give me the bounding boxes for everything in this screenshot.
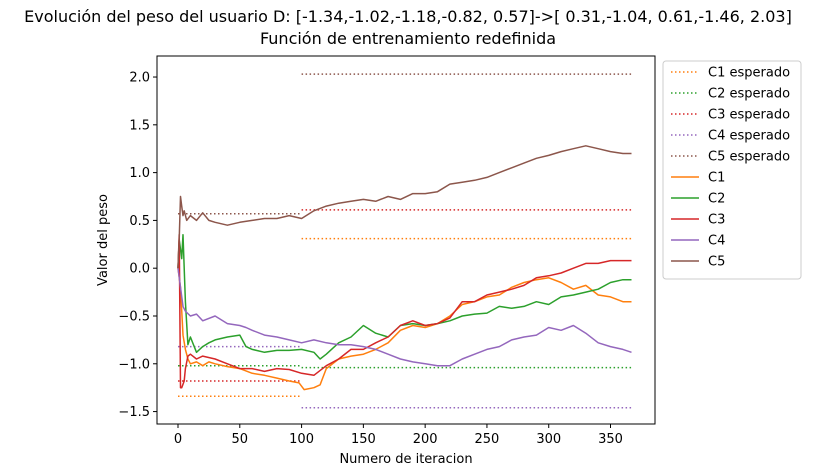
x-tick-label: 150 (351, 432, 376, 447)
y-tick-label: −0.5 (118, 309, 150, 324)
y-tick-label: 2.0 (129, 71, 150, 86)
chart-subtitle: Función de entrenamiento redefinida (260, 29, 556, 48)
chart-title: Evolución del peso del usuario D: [-1.34… (24, 7, 792, 26)
y-tick-label: −1.0 (118, 357, 150, 372)
plot-lines (177, 73, 632, 409)
legend-label: C4 (708, 234, 725, 249)
series-line-c4 (177, 268, 632, 367)
x-tick-label: 0 (174, 432, 182, 447)
plot-frame (156, 55, 656, 425)
x-axis: 0 50 100 150 200 250 300 350 (174, 424, 623, 447)
x-tick-label: 100 (289, 432, 314, 447)
series-line-c5 (177, 145, 632, 269)
legend-label: C4 esperado (708, 129, 790, 144)
series-line-c1 (177, 268, 632, 391)
legend-label: C3 esperado (708, 108, 790, 123)
legend-box (662, 60, 802, 280)
y-tick-label: 1.5 (129, 118, 150, 133)
legend-label: C2 (708, 192, 725, 207)
x-tick-label: 200 (413, 432, 438, 447)
x-tick-label: 50 (232, 432, 249, 447)
series-line-c2 (177, 233, 632, 360)
series-line-c3 (177, 233, 632, 389)
y-tick-label: 0.5 (129, 214, 150, 229)
legend-label: C5 (708, 255, 725, 270)
legend-label: C2 esperado (708, 87, 790, 102)
x-axis-label: Numero de iteracion (339, 452, 472, 467)
y-axis: −1.5 −1.0 −0.5 0.0 0.5 1.0 1.5 2.0 (118, 71, 157, 420)
x-tick-label: 250 (475, 432, 500, 447)
y-tick-label: 0.0 (129, 262, 150, 277)
legend: C1 esperado C2 esperado C3 esperado C4 espe… (662, 60, 802, 280)
legend-label: C5 esperado (708, 150, 790, 165)
x-tick-label: 300 (536, 432, 561, 447)
y-tick-label: −1.5 (118, 405, 150, 420)
legend-label: C1 esperado (708, 66, 790, 81)
x-tick-label: 350 (598, 432, 623, 447)
legend-label: C1 (708, 171, 725, 186)
y-axis-label: Valor del peso (96, 194, 111, 286)
y-tick-label: 1.0 (129, 166, 150, 181)
legend-label: C3 (708, 213, 725, 228)
